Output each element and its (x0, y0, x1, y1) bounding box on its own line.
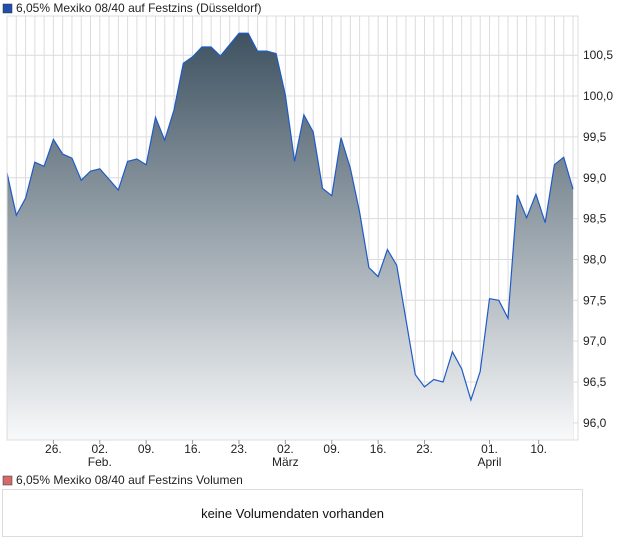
volume-empty-message: keine Volumendaten vorhanden (201, 505, 384, 521)
legend-swatch (2, 3, 13, 14)
x-month-label: April (477, 455, 501, 469)
x-tick-label: 10. (530, 442, 547, 456)
chart-title: 6,05% Mexiko 08/40 auf Festzins (Düsseld… (16, 1, 261, 15)
volume-legend-swatch (2, 475, 13, 486)
y-tick-label: 98,5 (583, 212, 607, 226)
x-month-label: März (272, 455, 299, 469)
x-tick-label: 16. (184, 442, 201, 456)
x-tick-label: 23. (231, 442, 248, 456)
x-tick-label: 16. (370, 442, 387, 456)
y-tick-label: 97,0 (583, 334, 607, 348)
y-tick-label: 96,0 (583, 416, 607, 430)
y-tick-label: 98,0 (583, 252, 607, 266)
price-area (7, 33, 573, 440)
y-tick-label: 96,5 (583, 375, 607, 389)
plot-border (6, 15, 579, 441)
x-tick-label: 09. (323, 442, 340, 456)
y-axis: 96,0 96,5 97,0 97,5 98,0 98,5 99,0 99,5 100,0 100… (583, 48, 613, 430)
price-line (6, 32, 574, 403)
volume-panel: keine Volumendaten vorhanden (2, 489, 583, 537)
y-tick-label: 100,5 (583, 48, 613, 62)
x-tick-label: 02. (277, 442, 294, 456)
x-tick-label: 23. (416, 442, 433, 456)
y-tick-label: 97,5 (583, 293, 607, 307)
volume-legend: 6,05% Mexiko 08/40 auf Festzins Volumen (16, 473, 243, 487)
y-tick-label: 99,5 (583, 130, 607, 144)
x-tick-label: 01. (481, 442, 498, 456)
y-tick-label: 99,0 (583, 171, 607, 185)
x-tick-label: 02. (91, 442, 108, 456)
y-tick-label: 100,0 (583, 89, 613, 103)
x-tick-label: 09. (138, 442, 155, 456)
x-tick-label: 26. (45, 442, 62, 456)
x-month-label: Feb. (88, 455, 112, 469)
